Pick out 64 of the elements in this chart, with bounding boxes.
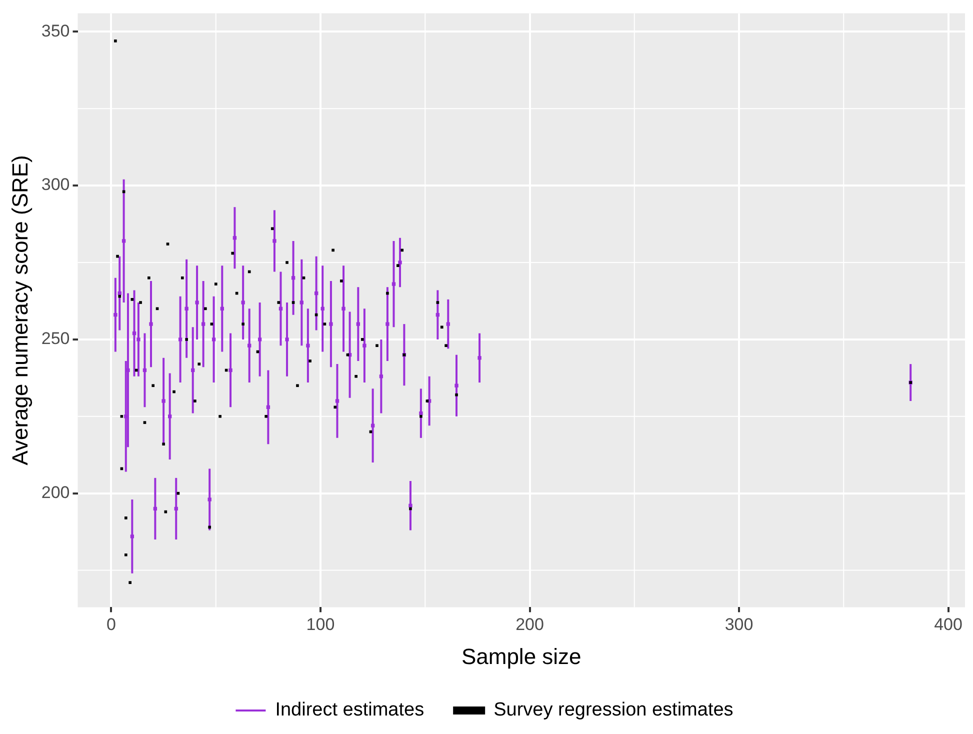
point <box>272 239 276 243</box>
point <box>300 300 304 304</box>
point <box>174 506 178 511</box>
point <box>362 344 366 348</box>
point <box>285 338 289 342</box>
point <box>258 338 262 342</box>
point <box>132 331 136 336</box>
point <box>454 384 458 388</box>
point <box>278 306 283 310</box>
point <box>306 344 310 348</box>
x-tick-label: 400 <box>934 615 962 634</box>
point <box>356 322 360 326</box>
point <box>320 306 324 310</box>
point <box>122 239 126 243</box>
point <box>408 504 412 508</box>
point <box>329 322 333 326</box>
point <box>342 306 346 310</box>
point <box>266 405 270 409</box>
point <box>370 424 375 428</box>
legend-label: Indirect estimates <box>275 700 424 721</box>
point <box>392 282 396 286</box>
y-tick-label: 350 <box>41 21 70 40</box>
y-tick-label: 250 <box>41 329 70 348</box>
point <box>335 399 340 403</box>
x-tick-label: 300 <box>724 615 754 634</box>
point <box>153 506 158 511</box>
point <box>142 368 147 372</box>
y-axis-title: Average numeracy score (SRE) <box>7 155 32 466</box>
point <box>232 236 237 240</box>
point <box>168 414 172 418</box>
point <box>114 312 118 317</box>
point <box>398 260 402 264</box>
point <box>291 276 296 280</box>
y-tick-label: 200 <box>41 483 70 502</box>
point <box>228 368 232 372</box>
point <box>184 306 188 310</box>
point <box>241 300 245 304</box>
point <box>379 374 384 378</box>
x-tick-label: 0 <box>106 615 116 634</box>
point <box>136 338 140 342</box>
point <box>118 291 122 296</box>
point <box>178 338 182 342</box>
x-tick-label: 100 <box>306 615 335 634</box>
point <box>386 322 390 326</box>
point <box>212 338 216 342</box>
point <box>419 411 423 416</box>
point <box>201 322 206 326</box>
point <box>162 399 166 403</box>
point <box>314 291 318 296</box>
legend-label: Survey regression estimates <box>494 700 734 721</box>
point <box>191 368 195 372</box>
point <box>446 322 450 326</box>
point <box>248 344 252 348</box>
point <box>195 300 199 304</box>
point <box>126 368 130 372</box>
point <box>130 534 134 538</box>
point <box>436 312 440 317</box>
x-axis-title: Sample size <box>461 644 582 669</box>
x-tick-label: 200 <box>516 615 544 634</box>
point <box>208 498 212 502</box>
y-tick-label: 300 <box>41 175 70 194</box>
point <box>220 306 224 310</box>
point <box>149 322 153 326</box>
point <box>478 356 482 360</box>
